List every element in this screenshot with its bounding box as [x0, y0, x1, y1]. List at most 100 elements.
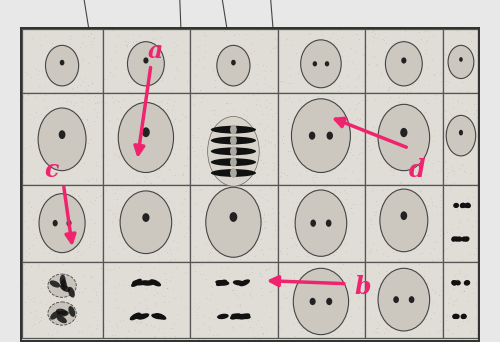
- Point: [296, 301, 304, 306]
- Point: [316, 45, 324, 51]
- Point: [173, 311, 181, 317]
- Point: [348, 59, 356, 65]
- Point: [450, 70, 458, 76]
- Point: [406, 321, 414, 326]
- Point: [44, 234, 52, 239]
- Point: [404, 279, 412, 284]
- Point: [50, 108, 58, 114]
- Point: [178, 170, 186, 176]
- Point: [176, 117, 184, 123]
- Point: [189, 85, 197, 90]
- Point: [379, 37, 387, 42]
- Point: [366, 135, 374, 141]
- Point: [200, 66, 208, 71]
- Point: [223, 265, 231, 271]
- Point: [223, 81, 231, 87]
- Ellipse shape: [50, 280, 60, 288]
- Point: [160, 293, 168, 299]
- Point: [420, 179, 428, 184]
- Point: [252, 253, 260, 259]
- Point: [32, 234, 40, 239]
- Point: [332, 52, 340, 57]
- Point: [464, 286, 471, 291]
- Ellipse shape: [132, 280, 145, 286]
- Point: [102, 187, 110, 193]
- Point: [302, 131, 310, 136]
- Point: [302, 40, 310, 46]
- Point: [156, 168, 164, 173]
- Point: [246, 283, 254, 288]
- Point: [453, 28, 461, 34]
- Point: [352, 134, 360, 140]
- Point: [380, 35, 388, 40]
- Point: [354, 31, 362, 36]
- Point: [375, 31, 383, 37]
- Point: [133, 242, 141, 248]
- Point: [322, 208, 330, 213]
- Point: [152, 109, 160, 115]
- Point: [49, 314, 57, 319]
- Point: [439, 271, 447, 276]
- Ellipse shape: [239, 279, 250, 286]
- Point: [233, 249, 241, 254]
- Point: [160, 330, 168, 335]
- Point: [364, 225, 372, 231]
- Point: [436, 169, 444, 174]
- Point: [398, 319, 406, 325]
- Point: [338, 94, 346, 100]
- Point: [94, 115, 102, 120]
- Point: [269, 211, 277, 216]
- Point: [340, 175, 348, 181]
- Point: [412, 223, 420, 228]
- Point: [261, 219, 269, 224]
- Point: [27, 309, 35, 315]
- Point: [320, 205, 328, 210]
- Point: [474, 102, 482, 107]
- Ellipse shape: [230, 168, 237, 178]
- Point: [266, 140, 274, 145]
- Point: [283, 251, 291, 256]
- Point: [53, 82, 61, 87]
- Point: [442, 116, 450, 122]
- Point: [408, 129, 416, 134]
- Point: [238, 323, 246, 329]
- Point: [330, 54, 338, 60]
- Point: [420, 313, 428, 318]
- Point: [96, 154, 104, 159]
- Point: [428, 286, 436, 292]
- Point: [351, 106, 359, 111]
- Point: [32, 308, 40, 314]
- Point: [132, 320, 140, 325]
- Point: [38, 68, 46, 73]
- Point: [322, 280, 330, 286]
- Point: [150, 231, 158, 236]
- Point: [410, 241, 418, 247]
- Point: [136, 319, 144, 325]
- Point: [286, 190, 294, 196]
- Point: [334, 271, 342, 276]
- Point: [406, 229, 414, 235]
- Point: [381, 48, 389, 53]
- Point: [108, 220, 116, 225]
- Point: [454, 99, 462, 104]
- Point: [324, 190, 332, 196]
- Point: [222, 100, 230, 106]
- Point: [338, 53, 346, 59]
- Point: [229, 327, 237, 332]
- Point: [188, 213, 196, 219]
- Point: [449, 301, 457, 306]
- Point: [257, 247, 265, 252]
- Ellipse shape: [150, 279, 161, 287]
- Point: [92, 177, 100, 183]
- Point: [228, 150, 236, 155]
- Point: [242, 144, 250, 149]
- Point: [176, 219, 184, 225]
- Point: [358, 323, 366, 328]
- Point: [186, 46, 194, 52]
- Point: [228, 288, 236, 293]
- Point: [392, 293, 400, 299]
- Point: [111, 48, 119, 54]
- Point: [276, 170, 284, 175]
- Point: [440, 52, 448, 57]
- Point: [40, 97, 48, 103]
